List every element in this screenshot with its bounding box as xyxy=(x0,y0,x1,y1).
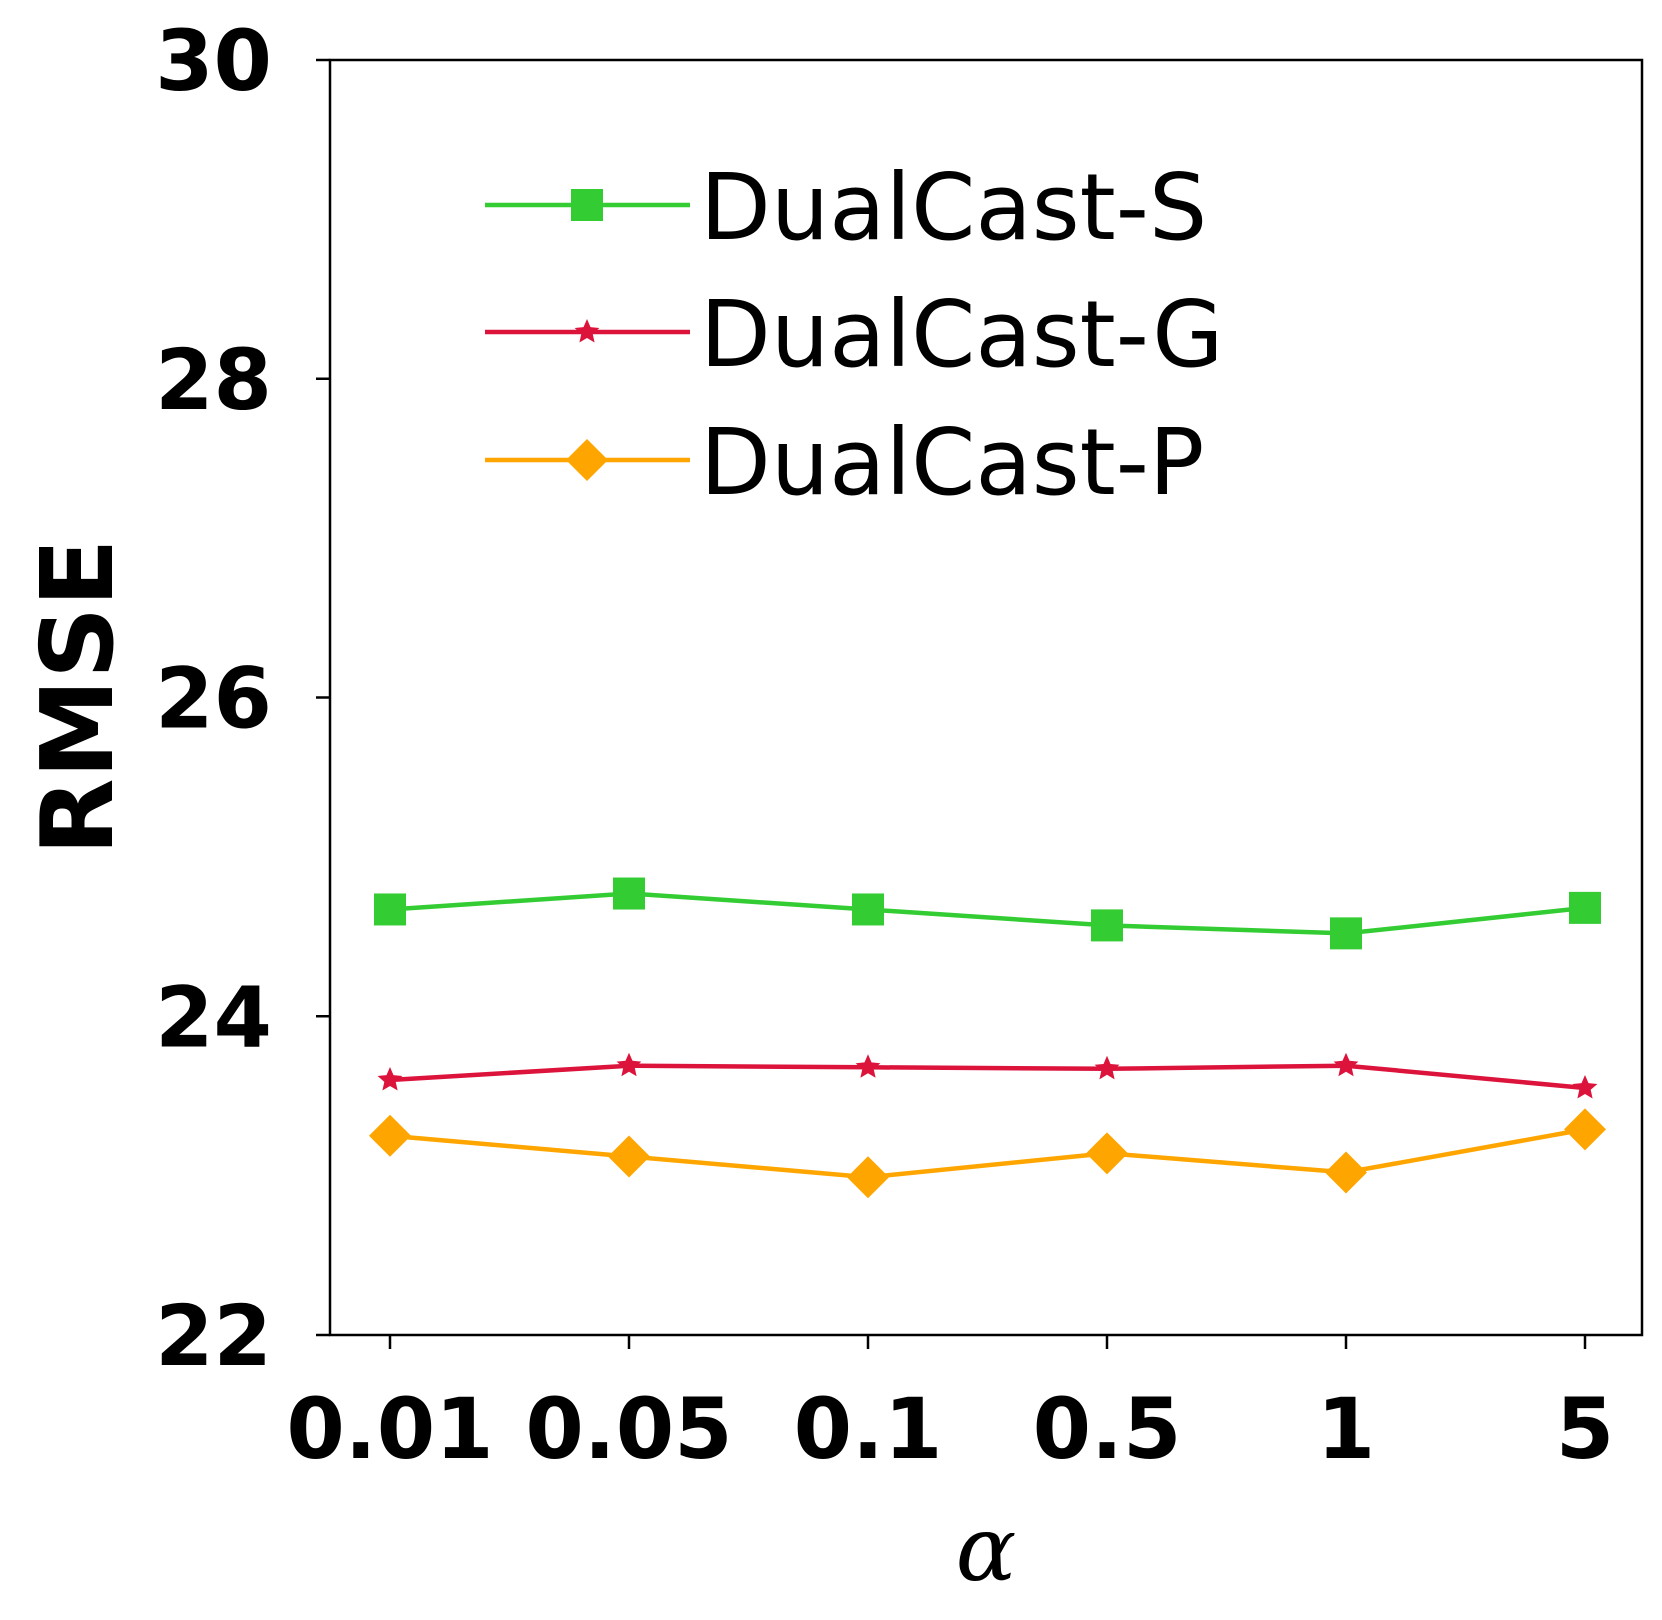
legend-marker-diamond xyxy=(566,439,608,481)
y-tick-label: 28 xyxy=(155,331,272,429)
legend-marker-star xyxy=(574,319,600,343)
data-point-diamond xyxy=(1086,1132,1128,1175)
x-tick-label: 0.1 xyxy=(794,1380,943,1478)
y-axis-title: RMSE xyxy=(19,539,136,856)
series-dualcast-p xyxy=(369,1108,1606,1199)
series-layer xyxy=(369,877,1606,1199)
y-tick-label: 30 xyxy=(155,12,272,110)
data-point-diamond xyxy=(369,1114,411,1157)
data-point-star xyxy=(855,1054,881,1078)
data-point-square xyxy=(1091,909,1123,942)
data-point-diamond xyxy=(1564,1108,1606,1151)
data-point-square xyxy=(852,893,884,926)
y-tick-label: 26 xyxy=(155,650,272,748)
x-tick-label: 0.5 xyxy=(1033,1380,1182,1478)
x-tick-label: 0.05 xyxy=(525,1380,732,1478)
x-tick-label: 5 xyxy=(1556,1380,1614,1478)
legend-marker-square xyxy=(571,189,603,221)
data-point-star xyxy=(1333,1052,1359,1077)
legend: DualCast-S DualCast-G DualCast-P xyxy=(485,154,1224,516)
legend-item: DualCast-G xyxy=(485,281,1224,388)
series-line xyxy=(389,1063,1586,1091)
data-point-square xyxy=(1330,917,1362,950)
data-point-diamond xyxy=(1325,1151,1367,1194)
data-point-star xyxy=(377,1067,403,1091)
data-point-square xyxy=(613,877,645,910)
y-tick-label: 22 xyxy=(155,1287,272,1385)
legend-label: DualCast-G xyxy=(700,281,1224,388)
series-line xyxy=(389,1127,1586,1180)
legend-label: DualCast-P xyxy=(700,409,1204,516)
series-line xyxy=(389,891,1586,936)
data-point-square xyxy=(374,893,406,926)
data-point-star xyxy=(1572,1075,1598,1099)
plot-frame xyxy=(328,58,1644,1337)
x-axis-title: α xyxy=(956,1497,1017,1602)
legend-item: DualCast-P xyxy=(485,409,1204,516)
legend-item: DualCast-S xyxy=(485,154,1207,261)
x-axis-ticks: 0.01 0.05 0.1 0.5 1 5 xyxy=(286,1335,1614,1478)
data-point-star xyxy=(1094,1055,1120,1080)
data-point-star xyxy=(616,1052,642,1077)
data-point-diamond xyxy=(847,1156,889,1199)
y-axis-ticks: 22 24 26 28 30 xyxy=(155,12,330,1385)
data-point-diamond xyxy=(608,1135,650,1178)
data-point-square xyxy=(1569,891,1601,924)
y-tick-label: 24 xyxy=(155,968,272,1066)
series-dualcast-g xyxy=(377,1052,1598,1099)
legend-label: DualCast-S xyxy=(700,154,1207,261)
x-tick-label: 1 xyxy=(1317,1380,1375,1478)
x-tick-label: 0.01 xyxy=(286,1380,493,1478)
series-dualcast-s xyxy=(374,877,1601,950)
